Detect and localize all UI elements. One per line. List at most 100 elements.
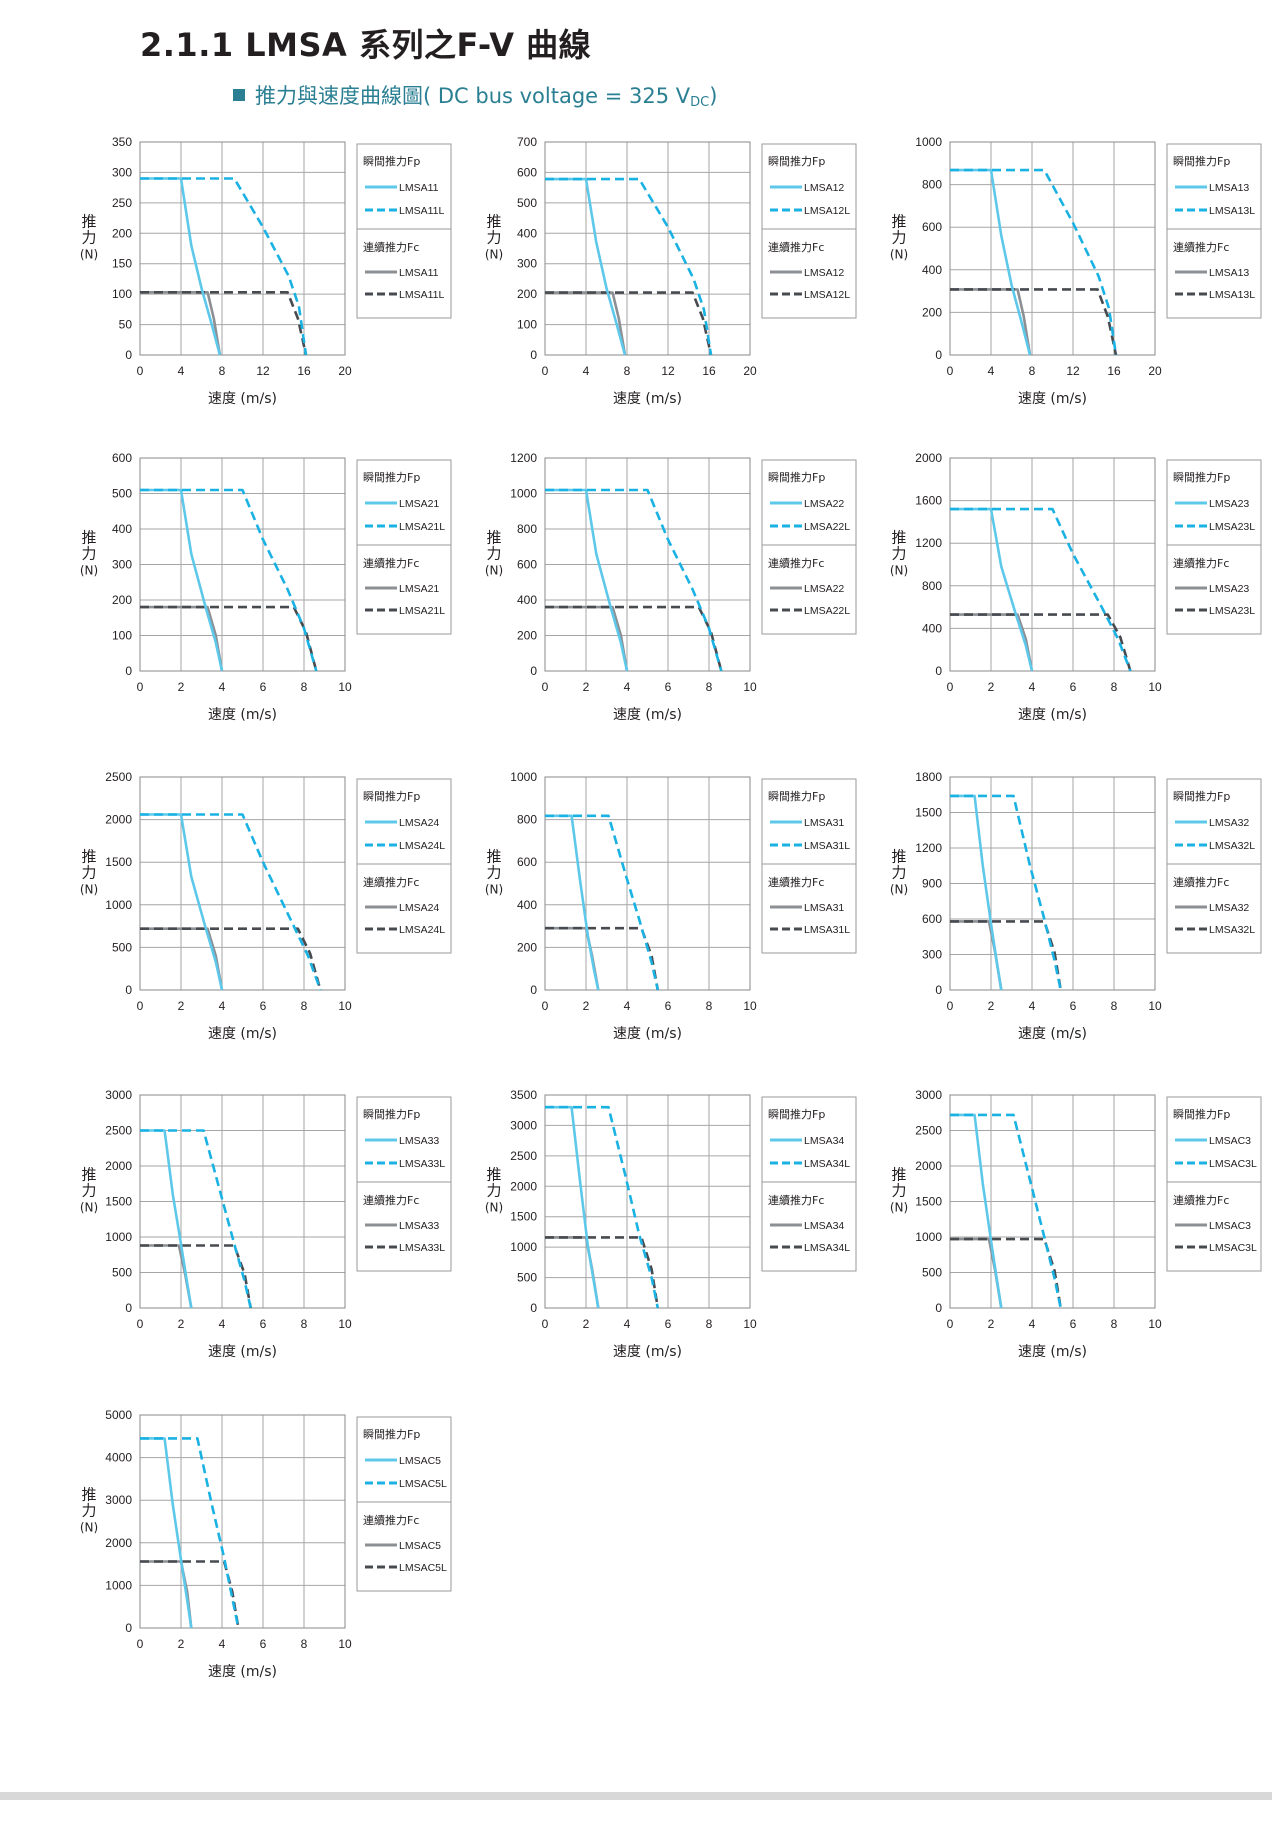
series-lmsa31l-peak-long bbox=[545, 814, 660, 991]
x-tick-label: 2 bbox=[988, 1317, 995, 1331]
legend-label: LMSAC3L bbox=[1209, 1158, 1257, 1170]
x-tick-label: 0 bbox=[947, 1317, 954, 1331]
y-axis-title: 推 bbox=[891, 1166, 906, 1184]
legend-label: LMSA23L bbox=[1209, 605, 1255, 617]
legend-label: LMSA24 bbox=[399, 902, 439, 914]
x-tick-label: 4 bbox=[1029, 999, 1036, 1013]
y-tick-label: 150 bbox=[112, 257, 132, 271]
series-lmsa11-peak bbox=[140, 177, 222, 356]
y-tick-label: 600 bbox=[517, 165, 537, 179]
x-tick-label: 16 bbox=[297, 364, 311, 378]
series-lmsac5-peak bbox=[140, 1437, 193, 1629]
y-axis-title: (N) bbox=[890, 564, 908, 578]
y-tick-label: 500 bbox=[112, 487, 132, 501]
chart-lmsa31: 0 200 400 600 800 1000 0 2 4 6 8 10 推力(N) 速度 (m/s) 瞬間推… bbox=[485, 770, 857, 1042]
series-lmsa33l-cont-long bbox=[140, 1244, 252, 1309]
y-axis-title: (N) bbox=[80, 248, 98, 262]
plot-frame bbox=[544, 776, 751, 991]
y-tick-label: 600 bbox=[517, 855, 537, 869]
y-axis-title: 推 bbox=[81, 1486, 96, 1504]
legend-box bbox=[356, 1096, 452, 1272]
y-tick-label: 500 bbox=[517, 196, 537, 210]
y-tick-label: 400 bbox=[922, 263, 942, 277]
x-axis-title: 速度 (m/s) bbox=[208, 1664, 277, 1680]
y-axis-title: 推 bbox=[486, 213, 501, 231]
page-title: 2.1.1 LMSA 系列之F-V 曲線 bbox=[140, 26, 592, 64]
legend-label: LMSA23 bbox=[1209, 498, 1249, 510]
series-lmsa31-cont bbox=[545, 926, 600, 991]
legend-label: LMSAC3 bbox=[1209, 1135, 1251, 1147]
x-tick-label: 2 bbox=[583, 1317, 590, 1331]
series-lmsa12l-cont-long bbox=[545, 291, 713, 356]
legend-label: LMSA21 bbox=[399, 498, 439, 510]
series-lmsa12l-peak-long bbox=[545, 177, 713, 356]
x-tick-label: 4 bbox=[219, 999, 226, 1013]
y-tick-label: 0 bbox=[530, 348, 537, 362]
y-tick-label: 200 bbox=[517, 940, 537, 954]
y-tick-label: 900 bbox=[922, 877, 942, 891]
x-tick-label: 10 bbox=[1148, 680, 1162, 694]
y-tick-label: 1500 bbox=[915, 806, 942, 820]
x-tick-label: 2 bbox=[178, 680, 185, 694]
x-tick-label: 6 bbox=[1070, 680, 1077, 694]
x-tick-label: 8 bbox=[301, 680, 308, 694]
y-tick-label: 1500 bbox=[915, 1195, 942, 1209]
y-tick-label: 400 bbox=[517, 898, 537, 912]
legend-label: LMSA24L bbox=[399, 924, 445, 936]
x-tick-label: 6 bbox=[665, 1317, 672, 1331]
legend-box bbox=[761, 143, 857, 319]
legend-label: LMSA11 bbox=[399, 182, 439, 194]
series-lmsa22l-cont-long bbox=[545, 605, 723, 672]
x-tick-label: 4 bbox=[583, 364, 590, 378]
legend-title-cont: 連續推力Fc bbox=[768, 1193, 824, 1207]
y-tick-label: 300 bbox=[112, 558, 132, 572]
legend-title-cont: 連續推力Fc bbox=[768, 240, 824, 254]
y-tick-label: 1500 bbox=[105, 855, 132, 869]
legend-label: LMSA21 bbox=[399, 583, 439, 595]
series-lmsa11l-peak-long bbox=[140, 177, 308, 356]
plot-frame bbox=[139, 141, 346, 356]
legend-label: LMSA33 bbox=[399, 1135, 439, 1147]
y-axis-title: 力 bbox=[891, 864, 906, 882]
x-tick-label: 6 bbox=[260, 1317, 267, 1331]
legend-title-peak: 瞬間推力Fp bbox=[768, 470, 825, 484]
y-tick-label: 250 bbox=[112, 196, 132, 210]
legend-title-peak: 瞬間推力Fp bbox=[363, 1107, 420, 1121]
chart-lmsa11: 0 50 100 150 200 250 300 350 0 4 8 12 16 20 推力(N) 速度 (m… bbox=[80, 135, 452, 407]
legend-label: LMSA22L bbox=[804, 605, 850, 617]
legend-label: LMSA32 bbox=[1209, 902, 1249, 914]
y-tick-label: 4000 bbox=[105, 1451, 132, 1465]
x-tick-label: 8 bbox=[1029, 364, 1036, 378]
y-tick-label: 100 bbox=[517, 318, 537, 332]
y-axis-title: 力 bbox=[891, 1182, 906, 1200]
legend-box bbox=[356, 778, 452, 954]
legend-box bbox=[356, 459, 452, 635]
y-axis-title: 推 bbox=[891, 213, 906, 231]
legend-label: LMSAC5 bbox=[399, 1540, 441, 1552]
y-tick-label: 1500 bbox=[510, 1210, 537, 1224]
legend-title-peak: 瞬間推力Fp bbox=[1173, 1107, 1230, 1121]
x-tick-label: 0 bbox=[542, 680, 549, 694]
x-axis-title: 速度 (m/s) bbox=[613, 391, 682, 407]
series-lmsac3-peak bbox=[950, 1113, 1003, 1309]
y-axis-title: 力 bbox=[81, 864, 96, 882]
series-lmsa34l-cont-long bbox=[545, 1236, 660, 1309]
legend-label: LMSA12 bbox=[804, 267, 844, 279]
y-tick-label: 1000 bbox=[915, 135, 942, 149]
legend-label: LMSA23 bbox=[1209, 583, 1249, 595]
legend-label: LMSA22 bbox=[804, 498, 844, 510]
y-tick-label: 400 bbox=[517, 593, 537, 607]
x-tick-label: 8 bbox=[1111, 680, 1118, 694]
legend-title-cont: 連續推力Fc bbox=[363, 1513, 419, 1527]
legend-label: LMSA11L bbox=[399, 205, 444, 217]
x-tick-label: 0 bbox=[137, 680, 144, 694]
legend-label: LMSA32L bbox=[1209, 840, 1255, 852]
y-tick-label: 500 bbox=[112, 940, 132, 954]
x-tick-label: 8 bbox=[301, 1637, 308, 1651]
legend-title-peak: 瞬間推力Fp bbox=[363, 470, 420, 484]
legend-title-cont: 連續推力Fc bbox=[768, 556, 824, 570]
y-tick-label: 700 bbox=[517, 135, 537, 149]
series-lmsa13l-cont-long bbox=[950, 288, 1118, 356]
chart-lmsa12: 0 100 200 300 400 500 600 700 0 4 8 12 16 20 推力(N) 速度 (… bbox=[485, 135, 857, 407]
x-axis-title: 速度 (m/s) bbox=[1018, 391, 1087, 407]
